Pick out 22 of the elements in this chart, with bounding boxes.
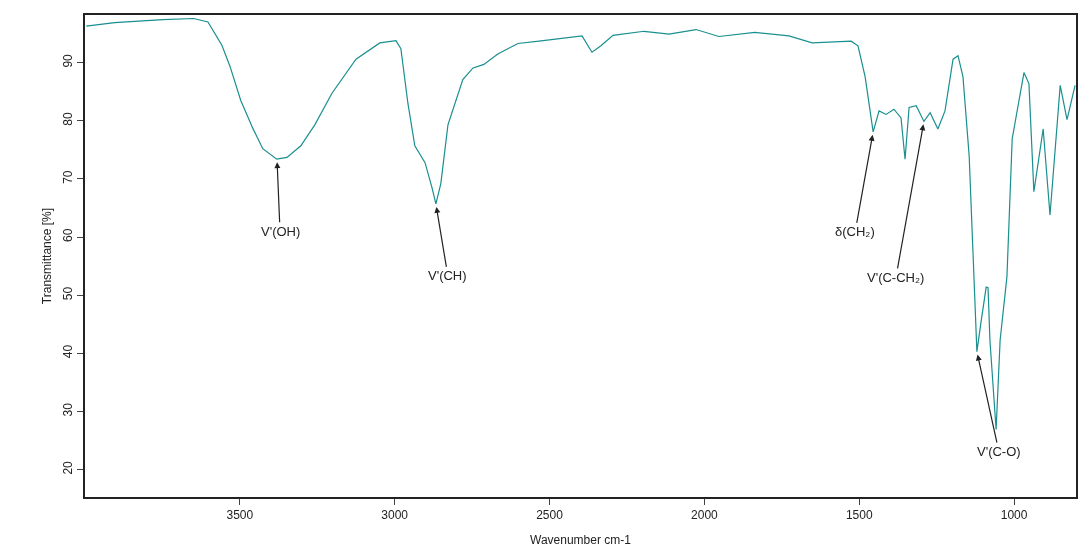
y-tick-label: 90 [61,53,76,68]
y-tick-label: 50 [61,286,76,301]
x-axis-title: Wavenumber cm-1 [530,532,632,547]
x-tick-label: 1500 [845,508,873,523]
annotation: V'(C-O) [977,444,1021,459]
annotation: V'(C-CH₂) [867,270,925,285]
annotation: V'(OH) [261,224,301,239]
y-tick-label: 80 [61,112,76,126]
x-tick-label: 2500 [536,508,564,523]
x-tick-label: 1000 [1000,508,1028,523]
annotation: δ(CH₂) [835,224,875,239]
y-axis-title: Transmittance [%] [39,207,54,305]
y-tick-label: 30 [61,402,76,417]
x-tick-label: 3000 [381,508,409,523]
y-tick-label: 20 [61,460,76,475]
y-tick-label: 70 [61,170,76,184]
line-series [85,17,1076,431]
y-tick-label: 40 [61,344,76,359]
y-tick-label: 60 [61,228,76,242]
x-tick-label: 2000 [691,508,719,523]
x-tick-label: 3500 [226,508,254,523]
annotation: V'(CH) [428,268,467,283]
